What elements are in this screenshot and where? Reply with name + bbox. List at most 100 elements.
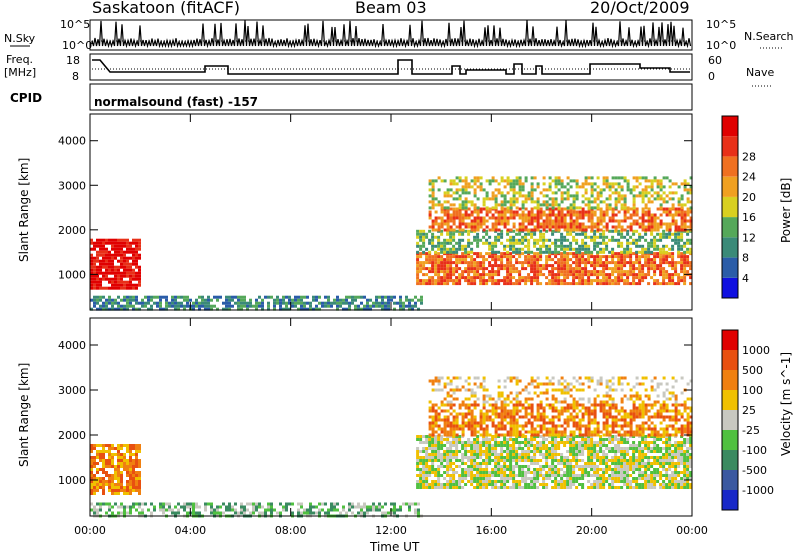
data-cell <box>539 235 543 239</box>
data-cell <box>464 474 468 477</box>
data-cell <box>638 474 642 477</box>
data-cell <box>425 483 429 486</box>
data-cell <box>650 222 654 226</box>
data-cell <box>470 270 474 274</box>
data-cell <box>440 456 444 459</box>
data-cell <box>111 307 114 311</box>
data-cell <box>605 273 609 277</box>
data-cell <box>566 232 570 236</box>
data-cell <box>659 273 663 277</box>
data-cell <box>93 247 96 251</box>
data-cell <box>542 444 546 447</box>
data-cell <box>138 244 141 248</box>
data-cell <box>414 511 417 515</box>
data-cell <box>506 244 510 248</box>
data-cell <box>497 421 501 425</box>
data-cell <box>105 274 108 278</box>
data-cell <box>165 307 168 311</box>
data-cell <box>105 304 108 308</box>
data-cell <box>602 279 606 283</box>
data-cell <box>485 213 489 217</box>
data-cell <box>192 508 195 512</box>
data-cell <box>662 255 666 259</box>
data-cell <box>455 433 459 437</box>
data-cell <box>656 179 660 183</box>
data-cell <box>419 474 423 477</box>
data-cell <box>473 203 477 207</box>
data-cell <box>617 465 621 468</box>
data-cell <box>665 486 669 489</box>
data-cell <box>428 406 432 410</box>
data-cell <box>500 450 504 453</box>
data-cell <box>653 447 657 450</box>
data-cell <box>539 225 543 229</box>
data-cell <box>102 465 105 468</box>
data-cell <box>476 441 480 444</box>
data-cell <box>240 307 243 311</box>
data-cell <box>671 474 675 477</box>
data-cell <box>584 247 588 251</box>
data-cell <box>578 459 582 462</box>
data-cell <box>476 444 480 447</box>
data-cell <box>545 477 549 480</box>
data-cell <box>674 453 678 456</box>
data-cell <box>677 279 681 283</box>
data-cell <box>264 508 267 512</box>
data-cell <box>566 176 570 180</box>
data-cell <box>587 465 591 468</box>
data-cell <box>443 228 447 232</box>
data-cell <box>431 415 435 419</box>
data-cell <box>141 301 144 305</box>
data-cell <box>464 421 468 425</box>
data-cell <box>270 508 273 512</box>
data-cell <box>560 282 564 286</box>
data-cell <box>563 213 567 217</box>
data-cell <box>138 462 141 465</box>
data-cell <box>294 301 297 305</box>
data-cell <box>405 295 408 299</box>
data-cell <box>479 185 483 189</box>
data-cell <box>593 206 597 210</box>
data-cell <box>93 298 96 302</box>
data-cell <box>557 210 561 214</box>
data-cell <box>527 258 531 262</box>
data-cell <box>488 197 492 201</box>
data-cell <box>665 270 669 274</box>
data-cell <box>671 453 675 456</box>
data-cell <box>488 270 492 274</box>
data-cell <box>647 225 651 229</box>
data-cell <box>590 213 594 217</box>
data-cell <box>431 406 435 410</box>
data-cell <box>575 267 579 271</box>
data-cell <box>446 474 450 477</box>
data-cell <box>234 295 237 299</box>
data-cell <box>90 480 93 483</box>
data-cell <box>204 304 207 308</box>
data-cell <box>671 282 675 286</box>
data-cell <box>539 203 543 207</box>
data-cell <box>509 228 513 232</box>
data-cell <box>518 447 522 450</box>
data-cell <box>479 282 483 286</box>
data-cell <box>123 295 126 299</box>
data-cell <box>473 421 477 425</box>
data-cell <box>96 471 99 474</box>
data-cell <box>476 213 480 217</box>
data-cell <box>440 465 444 468</box>
data-cell <box>306 301 309 305</box>
data-cell <box>479 450 483 453</box>
data-cell <box>506 258 510 262</box>
data-cell <box>665 210 669 214</box>
data-cell <box>515 200 519 204</box>
data-cell <box>419 480 423 483</box>
data-cell <box>563 216 567 220</box>
data-cell <box>557 219 561 223</box>
data-cell <box>596 456 600 459</box>
data-cell <box>318 502 321 506</box>
data-cell <box>581 222 585 226</box>
data-cell <box>440 453 444 456</box>
data-cell <box>533 225 537 229</box>
data-cell <box>189 505 192 509</box>
data-cell <box>213 295 216 299</box>
data-cell <box>644 438 648 441</box>
